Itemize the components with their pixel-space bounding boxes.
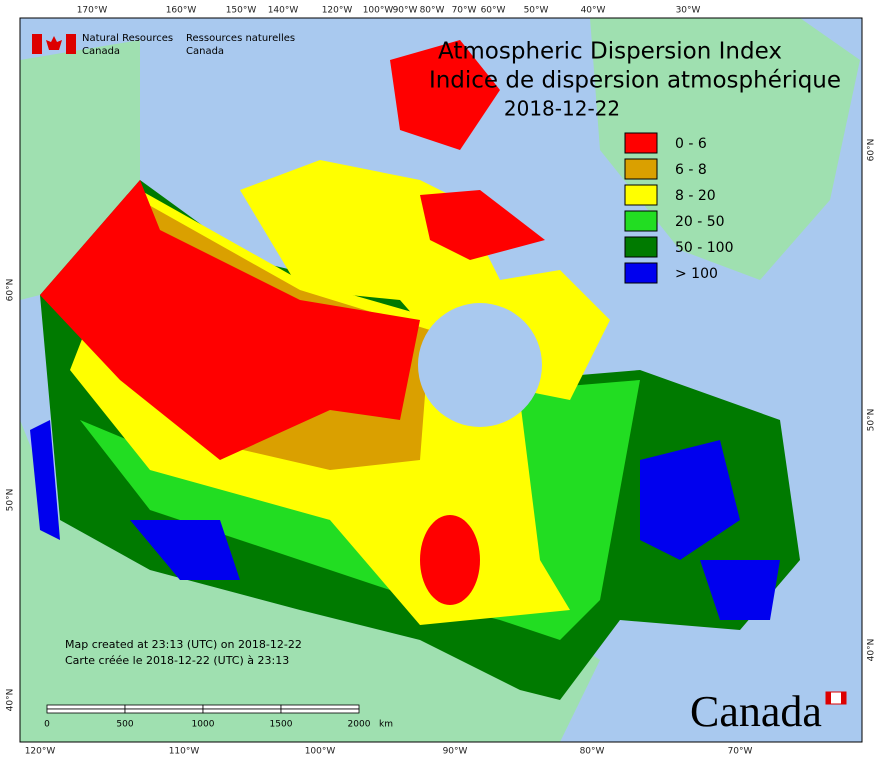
scale-label: 0 — [44, 720, 50, 730]
longitude-label: 100°W — [305, 747, 336, 757]
frame — [19, 17, 863, 743]
agency: Natural Resources Canada Ressources natu… — [32, 33, 295, 57]
canada-wordmark: Canada — [690, 687, 822, 736]
agency-fr: Canada — [186, 46, 224, 57]
index-zone — [420, 515, 480, 605]
latitude-label: 60°N — [6, 279, 16, 302]
latitude-label: 60°N — [867, 139, 877, 162]
legend-swatch — [624, 132, 658, 154]
maple-leaf — [46, 36, 62, 50]
note: Map created at 23:13 (UTC) on 2018-12-22 — [65, 638, 302, 651]
scale-segment — [202, 704, 282, 710]
index-zone — [700, 560, 780, 620]
flag-bar — [66, 34, 76, 54]
index-zone — [640, 440, 740, 560]
longitude-label: 50°W — [524, 6, 549, 16]
legend-label: > 100 — [675, 266, 718, 282]
legend-label: 0 - 6 — [675, 136, 707, 152]
title: Indice de dispersion atmosphérique — [429, 68, 841, 94]
scale-unit: km — [379, 720, 393, 730]
scale-bar: 0 500 1000 1500 2000 km — [44, 704, 393, 730]
flag-bar — [841, 692, 846, 704]
scale-segment — [46, 708, 126, 714]
date: 2018-12-22 — [504, 97, 620, 121]
hudson-bay — [418, 303, 542, 427]
index-zone — [30, 420, 60, 540]
longitude-label: 90°W — [393, 6, 418, 16]
scale-segment — [280, 704, 360, 710]
longitude-label: 40°W — [581, 6, 606, 16]
flag-bar — [826, 692, 831, 704]
index-zone — [130, 520, 240, 580]
legend-label: 8 - 20 — [675, 188, 716, 204]
longitude-label: 160°W — [166, 6, 197, 16]
longitude-label: 110°W — [169, 747, 200, 757]
agency-en: Natural Resources — [82, 33, 173, 44]
agency-fr: Ressources naturelles — [186, 33, 295, 44]
alaska — [20, 40, 140, 300]
latitude-label: 50°N — [867, 409, 877, 432]
longitude-label: 150°W — [226, 6, 257, 16]
latitude-label: 40°N — [867, 639, 877, 662]
legend-label: 6 - 8 — [675, 162, 707, 178]
scale-label: 1500 — [270, 720, 293, 730]
longitude-label: 70°W — [452, 6, 477, 16]
scale-segment — [202, 708, 282, 714]
scale-label: 500 — [116, 720, 133, 730]
index-zone — [40, 180, 420, 460]
legend-swatch — [624, 210, 658, 232]
index-zone — [390, 40, 500, 150]
latitude-label: 50°N — [6, 489, 16, 512]
legend-swatch — [624, 236, 658, 258]
flag-bar — [32, 34, 42, 54]
longitude-label: 30°W — [676, 6, 701, 16]
usa — [20, 420, 600, 742]
longitude-label: 120°W — [25, 747, 56, 757]
legend-label: 20 - 50 — [675, 214, 725, 230]
index-zone — [420, 190, 545, 260]
note: Carte créée le 2018-12-22 (UTC) à 23:13 — [65, 654, 289, 667]
legend-swatch — [624, 262, 658, 284]
scale-segment — [124, 704, 204, 710]
longitude-label: 100°W — [363, 6, 394, 16]
longitude-label: 90°W — [443, 747, 468, 757]
longitude-label: 80°W — [580, 747, 605, 757]
scale-label: 2000 — [348, 720, 371, 730]
legend-swatch — [624, 184, 658, 206]
agency-en: Canada — [82, 46, 120, 57]
scale-segment — [124, 708, 204, 714]
scale-segment — [46, 704, 126, 710]
scale-segment — [280, 708, 360, 714]
latitude-label: 40°N — [6, 689, 16, 712]
longitude-label: 70°W — [728, 747, 753, 757]
longitude-label: 170°W — [77, 6, 108, 16]
graticule-labels: 170°W 160°W 150°W 140°W 120°W 100°W 90°W 80°W 70… — [6, 6, 877, 757]
longitude-label: 60°W — [481, 6, 506, 16]
legend: 0 - 6 6 - 8 8 - 20 20 - 50 50 - 100 > 100 — [624, 132, 734, 284]
scale-label: 1000 — [192, 720, 215, 730]
longitude-label: 120°W — [322, 6, 353, 16]
legend-label: 50 - 100 — [675, 240, 734, 256]
index-zones — [30, 40, 800, 700]
title: Atmospheric Dispersion Index — [438, 39, 782, 65]
longitude-label: 140°W — [268, 6, 299, 16]
longitude-label: 80°W — [420, 6, 445, 16]
wordmark: Canada — [690, 687, 847, 736]
legend-swatch — [624, 158, 658, 180]
